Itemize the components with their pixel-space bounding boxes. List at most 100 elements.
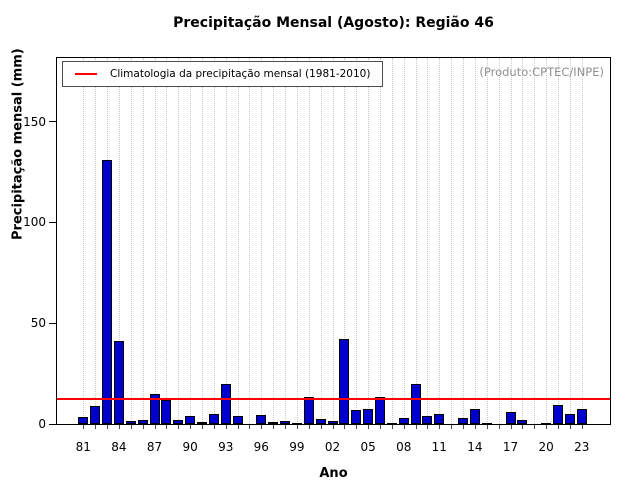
x-tick [439, 425, 441, 429]
bar-1988 [161, 400, 172, 424]
y-tick-label: 150 [23, 114, 46, 129]
y-tick [49, 121, 56, 123]
year-gridline [557, 58, 559, 424]
x-tick [368, 425, 370, 429]
year-gridline [249, 58, 251, 424]
bar-2007 [386, 423, 397, 425]
x-tick [534, 425, 536, 429]
year-gridline [320, 58, 322, 424]
year-gridline [83, 58, 85, 424]
bar-1983 [102, 160, 113, 424]
bar-2017 [505, 412, 516, 424]
x-tick [546, 425, 548, 429]
x-tick-label: 14 [467, 440, 483, 454]
bar-1982 [90, 406, 101, 424]
x-tick [261, 425, 263, 429]
bar-1993 [220, 384, 231, 424]
bar-1984 [113, 341, 124, 424]
x-tick [213, 425, 215, 429]
bar-1994 [232, 416, 243, 424]
bar-2020 [541, 423, 552, 425]
x-tick-label: 81 [75, 440, 91, 454]
x-tick [154, 425, 156, 429]
year-gridline [118, 58, 120, 424]
x-tick [451, 425, 453, 429]
year-gridline [130, 58, 132, 424]
year-gridline [95, 58, 97, 424]
x-tick [379, 425, 381, 429]
bar-2008 [398, 418, 409, 424]
x-tick [522, 425, 524, 429]
y-tick-label: 100 [23, 215, 46, 230]
bar-2005 [363, 409, 374, 424]
x-tick [83, 425, 85, 429]
year-gridline [190, 58, 192, 424]
x-tick [320, 425, 322, 429]
x-tick [225, 425, 227, 429]
x-tick-label: 96 [253, 440, 269, 454]
x-tick-label: 23 [574, 440, 590, 454]
x-tick-label: 84 [111, 440, 127, 454]
bar-1985 [125, 421, 136, 424]
x-tick [427, 425, 429, 429]
bar-2000 [303, 397, 314, 424]
x-tick [178, 425, 180, 429]
x-tick-label: 93 [218, 440, 234, 454]
bar-1987 [149, 394, 160, 424]
x-tick [569, 425, 571, 429]
bar-2014 [469, 409, 480, 424]
bar-2004 [351, 410, 362, 424]
x-tick-label: 02 [324, 440, 341, 454]
bar-1989 [173, 420, 184, 424]
year-gridline [225, 58, 227, 424]
year-gridline [498, 58, 500, 424]
x-tick [237, 425, 239, 429]
year-gridline [403, 58, 405, 424]
bar-2002 [327, 421, 338, 424]
x-tick [510, 425, 512, 429]
bar-1990 [185, 416, 196, 424]
year-gridline [201, 58, 203, 424]
bar-2011 [434, 414, 445, 424]
bar-2001 [315, 419, 326, 424]
x-tick [296, 425, 298, 429]
x-tick [95, 425, 97, 429]
year-gridline [273, 58, 275, 424]
x-tick [415, 425, 417, 429]
bar-1996 [256, 415, 267, 424]
year-gridline [427, 58, 429, 424]
bar-2010 [422, 416, 433, 424]
x-tick [356, 425, 358, 429]
bar-1998 [280, 421, 291, 424]
bar-1999 [291, 423, 302, 425]
y-tick-label: 50 [30, 316, 46, 331]
x-tick-label: 17 [502, 440, 519, 454]
bar-1986 [137, 420, 148, 424]
x-tick [403, 425, 405, 429]
x-axis-title: Ano [319, 466, 348, 481]
x-tick [166, 425, 168, 429]
x-tick [249, 425, 251, 429]
legend-red-line-icon [75, 73, 97, 75]
x-tick [332, 425, 334, 429]
legend-box: Climatologia da precipitação mensal (198… [62, 61, 383, 87]
bar-2009 [410, 384, 421, 424]
x-tick [273, 425, 275, 429]
year-gridline [166, 58, 168, 424]
year-gridline [296, 58, 298, 424]
year-gridline [379, 58, 381, 424]
x-tick [463, 425, 465, 429]
year-gridline [463, 58, 465, 424]
x-tick-label: 08 [396, 440, 412, 454]
x-tick-label: 87 [146, 440, 163, 454]
x-tick [107, 425, 109, 429]
year-gridline [474, 58, 476, 424]
x-tick-label: 20 [538, 440, 554, 454]
year-gridline [308, 58, 310, 424]
x-tick [190, 425, 192, 429]
y-tick-label: 0 [38, 417, 46, 431]
bar-1997 [268, 422, 279, 424]
plot-area: Climatologia da precipitação mensal (198… [56, 57, 611, 425]
bar-1981 [78, 417, 89, 424]
year-gridline [391, 58, 393, 424]
